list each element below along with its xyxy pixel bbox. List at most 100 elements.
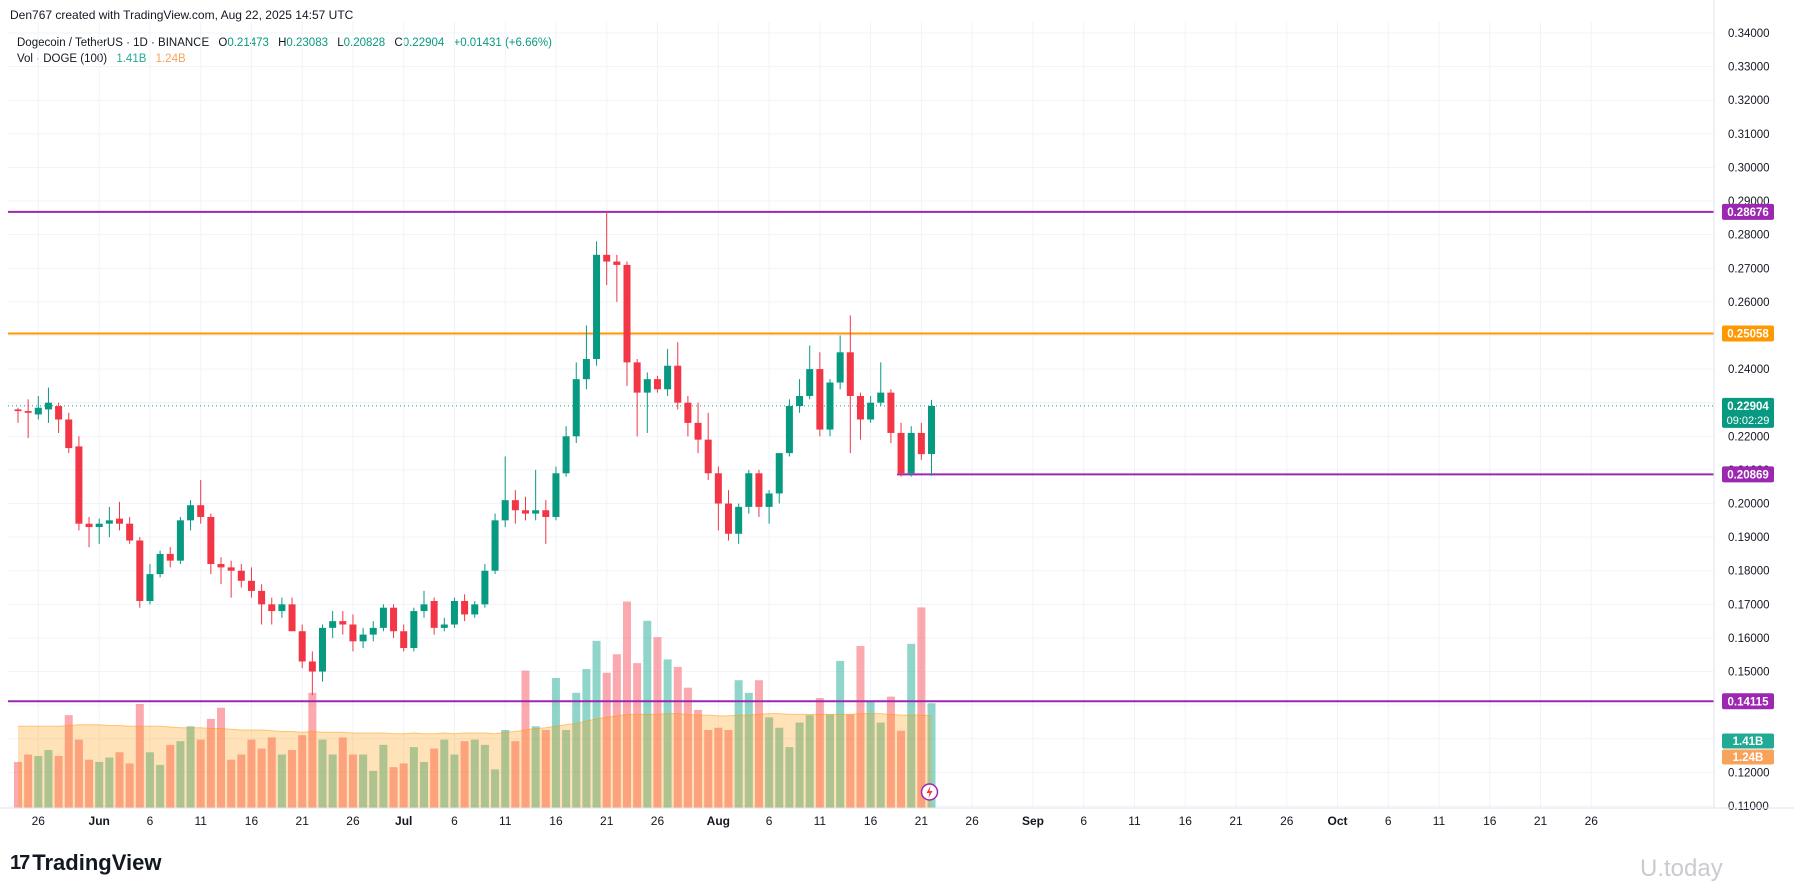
candle [268,597,276,625]
volume-bar [846,714,855,808]
candle [674,342,682,410]
candle [826,379,834,437]
y-tick-label: 0.18000 [1728,566,1770,578]
candle-body [714,473,722,504]
candle [603,211,611,286]
candle [288,597,296,632]
x-tick-label: Sep [1022,814,1044,828]
candle [796,379,804,413]
chart-credit: Den767 created with TradingView.com, Aug… [10,8,354,22]
x-tick-label: Jul [395,814,412,828]
volume-bar [470,739,479,808]
candle [379,604,387,632]
candle [907,426,915,477]
volume-bar [714,727,723,808]
y-tick-label: 0.12000 [1728,767,1770,779]
candle-body [664,365,672,390]
candle-body [258,590,266,605]
candle-body [816,369,824,430]
legend-symbol[interactable]: Dogecoin / TetherUS · 1D · BINANCE [17,37,210,49]
y-tick-label: 0.28000 [1728,230,1770,242]
volume-bar [237,754,246,808]
candle-body [917,432,925,455]
volume-bar [348,754,357,808]
x-tick-label: Oct [1327,814,1347,828]
candle [247,567,255,598]
candle [440,617,448,632]
y-tick-label: 0.15000 [1728,667,1770,679]
x-tick-label: 16 [1179,814,1193,828]
candle [207,513,215,575]
x-tick-label: 26 [1585,814,1599,828]
candle [34,395,42,420]
candle-body [522,510,529,514]
legend-ohlc-row: Dogecoin / TetherUS · 1D · BINANCE O0.21… [17,35,558,51]
hline-tag-0-bg [1722,203,1774,220]
candle-body [552,473,560,517]
candle [55,402,63,433]
candle [430,597,438,635]
volume-tag-1-text: 1.24B [1733,752,1764,764]
candle-body [197,505,205,517]
volume-bar [592,640,601,808]
volume-bar [328,754,337,808]
legend-volume-row: Vol · DOGE (100) 1.41B 1.24B [17,51,558,67]
volume-bar [653,637,662,808]
volume-bar [856,646,865,808]
volume-bar [460,741,469,808]
candle [735,503,743,544]
volume-bar [775,727,784,808]
candle-body [440,624,448,628]
candle [522,496,529,521]
candle-body [796,395,804,407]
volume-bar [917,607,926,808]
volume-bar [308,692,317,808]
candle [877,362,885,407]
candle-body [532,510,540,514]
volume-bar [836,660,845,808]
legend-high: H0.23083 [278,37,328,49]
candle [85,516,93,548]
candle-body [146,574,154,601]
chart-axes: 0.110000.120000.130000.140000.150000.160… [0,0,1794,828]
candle-body [613,261,621,265]
candle-body [785,406,793,454]
candle-body [877,392,885,403]
candle [897,422,905,477]
candle [704,412,712,480]
volume-tag-0-text: 1.41B [1733,736,1764,748]
candle [593,241,601,366]
volume-bar [85,759,94,808]
candle-body [836,352,844,383]
y-tick-label: 0.27000 [1728,263,1770,275]
candle-body [187,505,195,521]
legend-volume-label[interactable]: Vol · DOGE (100) [17,53,108,65]
candle [410,607,418,652]
hline-tag-2-text: 0.20869 [1727,469,1769,481]
y-tick-label: 0.16000 [1728,633,1770,645]
candle [653,375,661,393]
candle-body [907,432,915,474]
volume-bar [14,761,22,808]
volume-bar [582,669,591,808]
volume-bar [663,659,672,808]
candle-body [897,432,905,474]
current-price-tag-text: 0.22904 [1727,401,1769,413]
candle [755,469,763,517]
candle [44,387,52,423]
candle-body [887,392,895,433]
candle-body [643,379,651,393]
volume-bar [815,698,824,808]
candle [258,584,266,625]
volume-bar [186,726,195,808]
candle [684,395,692,437]
candle [237,564,245,588]
tradingview-brand[interactable]: 17 TradingView [10,850,161,876]
x-tick-label: 6 [1385,814,1392,828]
volume-bar [318,739,327,808]
candle [623,261,631,386]
volume-bar [683,687,692,808]
volume-bar [196,739,205,808]
volume-bar [704,730,713,808]
